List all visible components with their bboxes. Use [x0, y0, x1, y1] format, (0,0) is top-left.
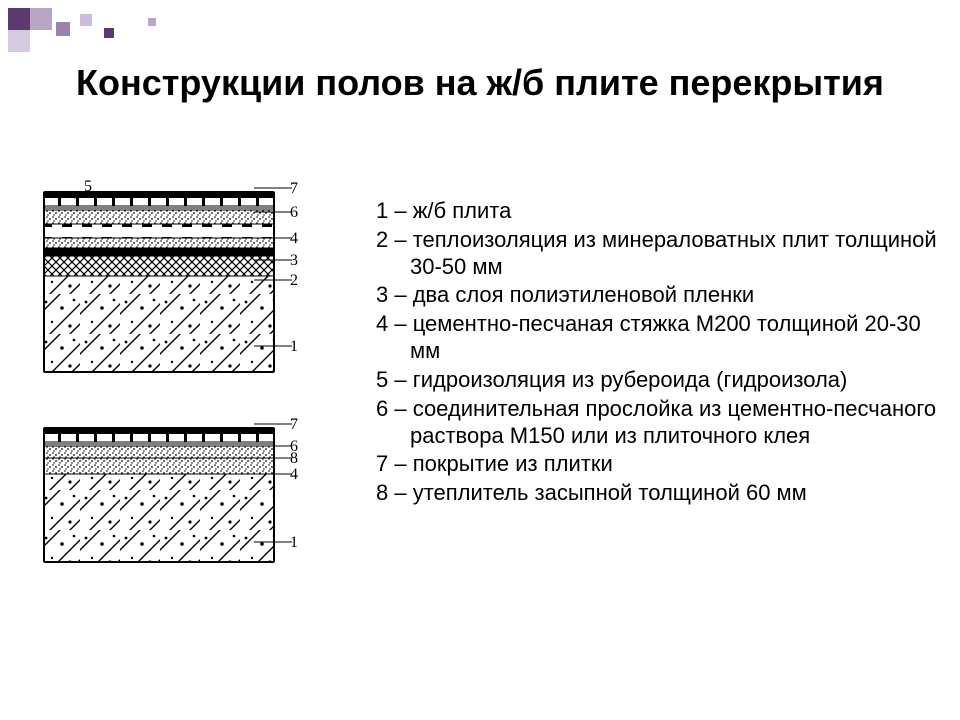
decor-square — [8, 30, 30, 52]
callout-label: 2 — [290, 272, 298, 290]
legend-item: 4 – цементно-песчаная стяжка М200 толщин… — [376, 311, 940, 365]
slide-corner-decor — [8, 8, 188, 48]
callout-label: 4 — [290, 230, 298, 248]
diagrams-column: 5 7 6 4 3 2 1 — [40, 168, 340, 700]
callout-label: 3 — [290, 252, 298, 270]
cross-section-bottom: 76841 — [40, 410, 314, 572]
decor-square — [56, 22, 70, 36]
decor-square — [104, 28, 114, 38]
callout-label: 7 — [290, 416, 298, 434]
callout-label: 5 — [84, 178, 92, 196]
callout-label: 7 — [290, 180, 298, 198]
callout-label: 6 — [290, 204, 298, 222]
cross-section-top: 5 7 6 4 3 2 1 — [40, 174, 314, 382]
decor-square — [30, 8, 52, 30]
decor-square — [8, 8, 30, 30]
legend-item: 2 – теплоизоляция из минераловатных плит… — [376, 227, 940, 281]
legend-item: 8 – утеплитель засыпной толщиной 60 мм — [376, 480, 940, 507]
legend-item: 3 – два слоя полиэтиленовой пленки — [376, 282, 940, 309]
legend-item: 7 – покрытие из плитки — [376, 451, 940, 478]
callout-label: 4 — [290, 466, 298, 484]
content-row: 5 7 6 4 3 2 1 — [40, 168, 940, 700]
legend-item: 5 – гидроизоляция из рубероида (гидроизо… — [376, 367, 940, 394]
legend-item: 1 – ж/б плита — [376, 198, 940, 225]
legend-item: 6 – соединительная прослойка из цементно… — [376, 396, 940, 450]
legend-list: 1 – ж/б плита2 – теплоизоляция из минера… — [340, 168, 940, 700]
callout-label: 1 — [290, 534, 298, 552]
decor-square — [80, 14, 92, 26]
decor-square — [148, 18, 156, 26]
callout-label: 1 — [290, 338, 298, 356]
page-title: Конструкции полов на ж/б плите перекрыти… — [0, 62, 960, 103]
